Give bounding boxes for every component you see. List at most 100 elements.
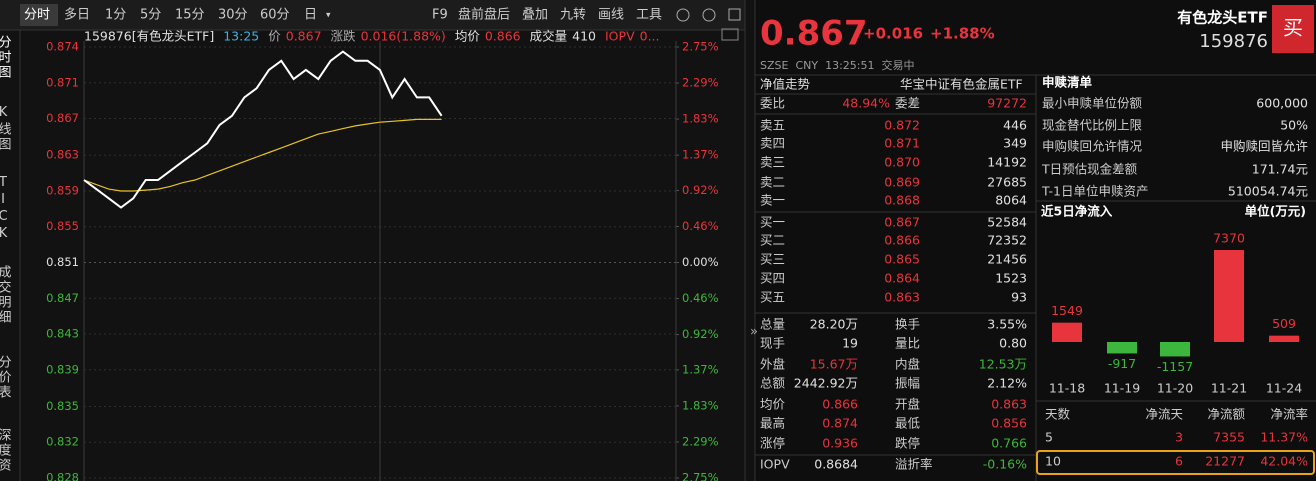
stat-value: 0.766 <box>991 436 1027 451</box>
bar <box>1269 335 1299 342</box>
stat-label: IOPV <box>760 457 790 472</box>
y-tick-label: 0.835 <box>46 399 79 413</box>
toolbar-tab[interactable]: 30分 <box>218 8 248 23</box>
x-tick-label: 11-24 <box>1266 381 1302 396</box>
table-cell: 7355 <box>1213 430 1245 445</box>
stat-label: 溢折率 <box>895 457 933 472</box>
y-tick-label: 0.843 <box>46 327 79 341</box>
book-level: 卖二 <box>760 175 785 190</box>
security-name: 有色龙头ETF <box>1177 9 1268 27</box>
list-label: 现金替代比例上限 <box>1042 118 1143 133</box>
book-price: 0.864 <box>884 271 920 286</box>
table-header: 净流额 <box>1207 407 1245 422</box>
info-text: 0.016(1.88%) <box>361 29 446 44</box>
side-tab[interactable]: 分时图 <box>0 35 11 80</box>
side-tab[interactable]: TICK <box>0 175 11 243</box>
table-cell: 6 <box>1175 454 1183 469</box>
info-text: 159876[有色龙头ETF] <box>84 29 214 44</box>
toolbar-tool[interactable]: 工具 <box>636 8 662 23</box>
help-icon[interactable] <box>702 8 716 22</box>
stat-value: 12.53万 <box>979 357 1027 372</box>
side-tab[interactable]: 深度资 <box>0 428 11 473</box>
stat-label: 涨停 <box>760 436 785 451</box>
side-tab[interactable]: 分价表 <box>0 355 11 400</box>
book-volume: 446 <box>1003 118 1027 133</box>
y-tick-label: 0.871 <box>46 75 79 89</box>
stat-value: 15.67万 <box>810 357 858 372</box>
toolbar-tab[interactable]: 多日 <box>64 7 90 23</box>
side-tab[interactable]: 成交明细 <box>0 265 11 325</box>
info-text: 成交量 <box>530 29 568 44</box>
table-header: 净流率 <box>1270 407 1308 422</box>
toolbar-tab[interactable]: 分时 <box>24 8 50 23</box>
toolbar-tool[interactable]: 叠加 <box>522 8 548 23</box>
table-cell: 11.37% <box>1260 430 1308 445</box>
bar <box>1052 322 1082 342</box>
toolbar-tab[interactable]: 15分 <box>175 8 205 23</box>
book-level: 买一 <box>760 215 785 230</box>
value-label: 1549 <box>1051 303 1083 318</box>
y-tick-label: 0.874 <box>46 40 79 54</box>
last-price: 0.867 <box>760 14 868 54</box>
change: +0.016 <box>863 25 923 43</box>
stat-label: 现手 <box>760 336 785 351</box>
toolbar-tab[interactable]: 5分 <box>140 8 161 23</box>
info-text: 涨跌 <box>331 29 357 44</box>
table-cell: 10 <box>1045 454 1061 469</box>
toolbar-tool[interactable]: 盘前盘后 <box>458 7 510 23</box>
value: 48.94% <box>842 96 890 111</box>
stat-label: 开盘 <box>895 397 920 412</box>
toolbar-tab[interactable]: 1分 <box>105 8 126 23</box>
settings-icon[interactable] <box>676 8 690 22</box>
dropdown-icon[interactable]: ▾ <box>326 11 331 21</box>
info-text: 0.866 <box>485 29 521 44</box>
security-code: 159876 <box>1199 31 1268 52</box>
collapse-arrow[interactable]: » <box>750 325 758 340</box>
list-value: 申购赎回皆允许 <box>1220 139 1308 154</box>
y2-tick-label: 0.92% <box>682 183 719 197</box>
book-price: 0.870 <box>884 155 920 170</box>
stat-value: 19 <box>842 336 858 351</box>
buy-button[interactable] <box>1272 5 1314 53</box>
y2-tick-label: 0.46% <box>682 219 719 233</box>
value-label: -1157 <box>1157 359 1193 374</box>
y-tick-label: 0.863 <box>46 148 79 162</box>
stat-label: 换手 <box>895 317 920 332</box>
list-value: 600,000 <box>1256 96 1308 111</box>
change-pct: +1.88% <box>930 25 995 43</box>
toolbar-tool[interactable]: 画线 <box>598 8 624 23</box>
y2-tick-label: 2.75% <box>682 40 719 54</box>
table-cell: 21277 <box>1205 454 1245 469</box>
toolbar-tool[interactable]: 九转 <box>560 8 586 23</box>
book-volume: 349 <box>1003 136 1027 151</box>
stat-value: 28.20万 <box>810 317 858 332</box>
toolbar-tab[interactable]: 60分 <box>260 8 290 23</box>
side-tab[interactable]: K线图 <box>0 105 11 152</box>
x-tick-label: 11-18 <box>1049 381 1085 396</box>
toolbar <box>0 0 745 30</box>
nav-title[interactable]: 净值走势 <box>760 77 811 92</box>
book-level: 卖五 <box>760 118 785 133</box>
x-tick-label: 11-20 <box>1157 381 1193 396</box>
icon[interactable] <box>721 28 739 41</box>
value-label: 509 <box>1272 316 1296 331</box>
book-volume: 27685 <box>987 175 1027 190</box>
stat-value: 0.8684 <box>814 457 858 472</box>
toolbar-tool[interactable]: F9 <box>432 8 448 23</box>
buy-label[interactable]: 买 <box>1283 16 1303 40</box>
stat-label: 量比 <box>895 336 920 351</box>
y2-tick-label: 2.75% <box>682 471 719 481</box>
book-volume: 14192 <box>987 155 1027 170</box>
y-tick-label: 0.839 <box>46 362 79 376</box>
value-label: -917 <box>1108 356 1136 371</box>
nav-index: 华宝中证有色金属ETF <box>900 77 1023 92</box>
book-level: 卖四 <box>760 136 785 151</box>
book-price: 0.872 <box>884 118 920 133</box>
window-icon[interactable] <box>728 8 741 21</box>
book-volume: 93 <box>1011 290 1027 305</box>
x-tick-label: 11-21 <box>1211 381 1247 396</box>
list-label: T-1日单位申赎资产 <box>1041 184 1148 199</box>
toolbar-tab[interactable]: 日 <box>304 8 317 23</box>
